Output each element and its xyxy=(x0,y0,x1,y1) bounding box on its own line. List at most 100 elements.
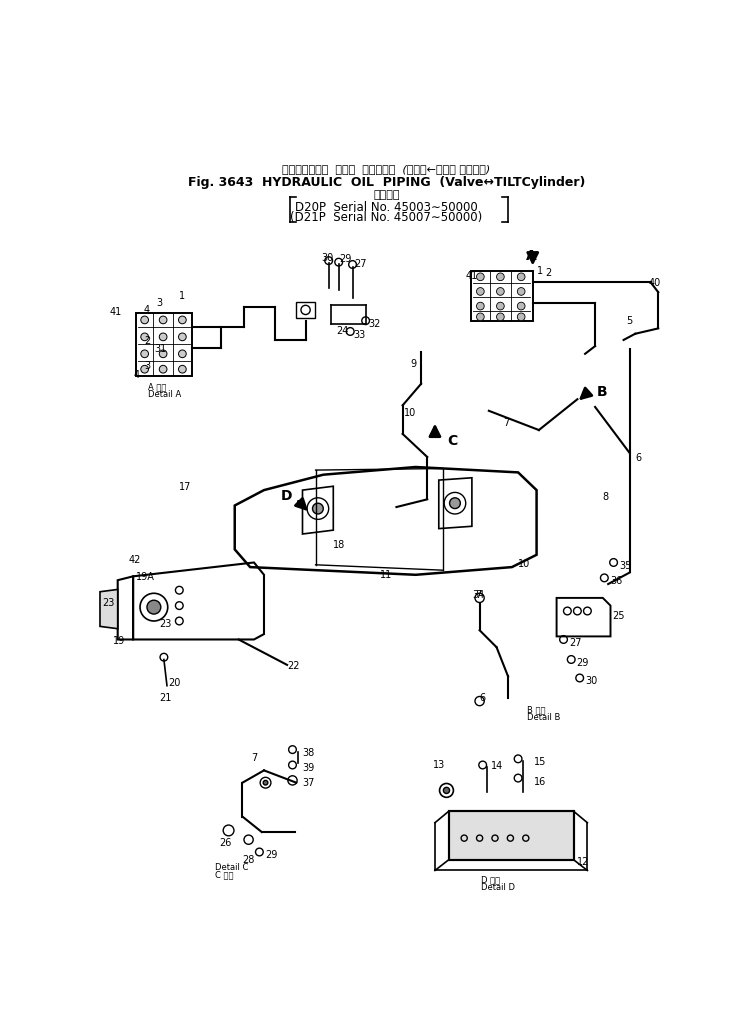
Circle shape xyxy=(312,503,323,514)
Text: 6: 6 xyxy=(635,454,641,463)
Text: 3: 3 xyxy=(156,298,162,307)
Text: 41: 41 xyxy=(110,307,122,317)
Text: 23: 23 xyxy=(103,598,115,608)
Text: 10: 10 xyxy=(404,409,416,418)
Text: (D21P  Serial No. 45007∼50000): (D21P Serial No. 45007∼50000) xyxy=(290,212,483,225)
Text: 29: 29 xyxy=(265,849,278,859)
Text: 32: 32 xyxy=(369,319,381,330)
Circle shape xyxy=(179,350,186,358)
Text: C: C xyxy=(447,434,458,447)
Text: 28: 28 xyxy=(243,855,255,865)
Text: 2: 2 xyxy=(545,268,551,279)
Text: 14: 14 xyxy=(491,761,504,771)
Text: B 詳細: B 詳細 xyxy=(527,706,546,715)
Text: D: D xyxy=(281,488,293,502)
Text: 37: 37 xyxy=(302,778,315,788)
Text: 6: 6 xyxy=(480,694,486,704)
Text: 29: 29 xyxy=(577,658,589,668)
Circle shape xyxy=(497,313,504,320)
Text: 1: 1 xyxy=(537,266,543,276)
Circle shape xyxy=(497,273,504,281)
Circle shape xyxy=(263,780,268,785)
Text: 適用号機: 適用号機 xyxy=(373,190,400,199)
Text: 10: 10 xyxy=(518,559,530,570)
Text: 5: 5 xyxy=(626,316,632,326)
Text: 27: 27 xyxy=(354,259,366,270)
Text: 30: 30 xyxy=(585,676,597,686)
Circle shape xyxy=(141,333,149,341)
Text: 35: 35 xyxy=(620,561,632,571)
Circle shape xyxy=(141,350,149,358)
Text: D 詳細: D 詳細 xyxy=(481,875,500,884)
Text: 34: 34 xyxy=(472,590,484,600)
Text: D20P  Serial No. 45003∼50000: D20P Serial No. 45003∼50000 xyxy=(295,200,478,214)
Text: A 詳細: A 詳細 xyxy=(149,382,167,392)
Text: C 詳細: C 詳細 xyxy=(216,871,234,880)
Text: ハイドロリック  オイル  パイピング  (バルブ←チルト シリンダ): ハイドロリック オイル パイピング (バルブ←チルト シリンダ) xyxy=(282,165,491,174)
Text: 9: 9 xyxy=(410,359,416,369)
Text: A: A xyxy=(526,249,537,263)
Circle shape xyxy=(477,273,484,281)
Text: 40: 40 xyxy=(649,278,661,288)
Text: Detail A: Detail A xyxy=(149,390,182,399)
Circle shape xyxy=(443,787,449,793)
Circle shape xyxy=(517,273,525,281)
Circle shape xyxy=(159,316,167,323)
Text: 36: 36 xyxy=(611,577,623,587)
Polygon shape xyxy=(449,812,574,859)
Circle shape xyxy=(477,313,484,320)
Text: 2: 2 xyxy=(144,336,150,346)
Text: 4: 4 xyxy=(133,370,139,380)
Text: 21: 21 xyxy=(159,694,172,704)
Circle shape xyxy=(159,333,167,341)
Text: 16: 16 xyxy=(534,777,546,786)
Text: 27: 27 xyxy=(569,638,581,648)
Text: 8: 8 xyxy=(602,491,609,501)
Text: B: B xyxy=(596,385,607,400)
Circle shape xyxy=(179,365,186,373)
Circle shape xyxy=(517,313,525,320)
Text: 17: 17 xyxy=(179,482,192,492)
Text: 31: 31 xyxy=(155,344,167,354)
Text: 25: 25 xyxy=(612,611,624,621)
Circle shape xyxy=(141,316,149,323)
Text: Detail D: Detail D xyxy=(481,883,515,892)
Circle shape xyxy=(477,302,484,310)
Text: 18: 18 xyxy=(333,540,345,550)
Circle shape xyxy=(517,288,525,295)
Circle shape xyxy=(497,302,504,310)
Text: Fig. 3643  HYDRAULIC  OIL  PIPING  (Valve↔TILTCylinder): Fig. 3643 HYDRAULIC OIL PIPING (Valve↔TI… xyxy=(188,176,585,189)
Text: 23: 23 xyxy=(159,618,172,629)
Text: 15: 15 xyxy=(534,758,546,767)
Text: 19A: 19A xyxy=(136,573,155,583)
Text: 13: 13 xyxy=(434,760,446,770)
Circle shape xyxy=(497,288,504,295)
Text: 24: 24 xyxy=(336,326,349,336)
Circle shape xyxy=(449,497,461,508)
Circle shape xyxy=(517,302,525,310)
Text: Detail B: Detail B xyxy=(527,713,561,722)
Text: 1: 1 xyxy=(179,292,185,301)
Text: 39: 39 xyxy=(302,764,314,774)
Text: 42: 42 xyxy=(128,555,141,564)
Text: 3: 3 xyxy=(144,361,150,371)
Text: 7: 7 xyxy=(503,418,509,428)
Text: 41: 41 xyxy=(466,271,478,281)
Circle shape xyxy=(147,600,161,614)
Polygon shape xyxy=(100,590,118,629)
Text: 11: 11 xyxy=(379,571,392,580)
Text: 26: 26 xyxy=(219,838,231,848)
Circle shape xyxy=(179,333,186,341)
Circle shape xyxy=(159,365,167,373)
Text: 7: 7 xyxy=(252,754,258,764)
Circle shape xyxy=(141,365,149,373)
Circle shape xyxy=(179,316,186,323)
Text: 4: 4 xyxy=(144,304,150,314)
Text: Detail C: Detail C xyxy=(216,862,249,872)
Text: 7: 7 xyxy=(475,590,481,600)
Text: 12: 12 xyxy=(578,857,590,868)
Text: 38: 38 xyxy=(302,749,314,758)
Circle shape xyxy=(477,288,484,295)
Text: 19: 19 xyxy=(113,637,125,647)
Circle shape xyxy=(159,350,167,358)
